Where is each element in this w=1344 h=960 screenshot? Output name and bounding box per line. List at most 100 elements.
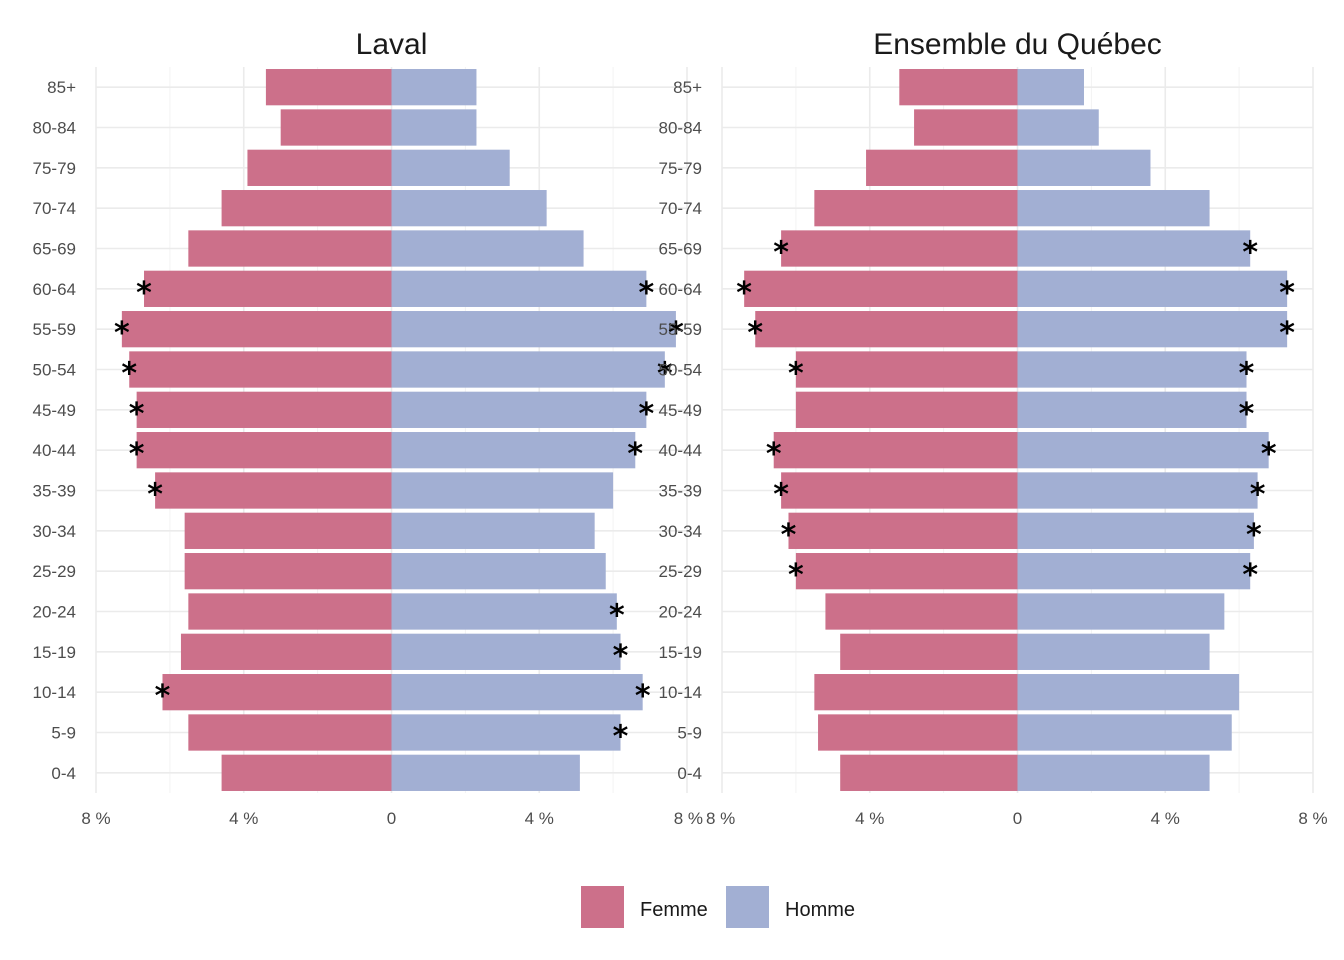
bar-homme-65-69 [391,230,584,267]
bar-femme-25-29 [795,553,1018,590]
significance-marker-homme: * [1279,276,1295,311]
y-tick-label: 20-24 [33,603,76,622]
bar-homme-80-84 [391,109,477,146]
significance-marker-homme: * [613,720,629,755]
panel-title: Laval [356,28,428,61]
y-tick-label: 55-59 [659,320,702,339]
bar-femme-30-34 [788,512,1018,549]
legend-key-homme [726,886,769,928]
bar-femme-40-44 [773,432,1018,469]
y-tick-label: 30-34 [659,522,702,541]
x-tick-label: 4 % [1151,809,1180,828]
significance-marker-homme: * [657,357,673,392]
bar-femme-20-24 [188,593,392,630]
bar-femme-45-49 [795,391,1018,428]
bar-femme-60-64 [744,270,1018,307]
y-tick-label: 10-14 [33,683,76,702]
bar-homme-80-84 [1017,109,1099,146]
bar-homme-60-64 [1017,270,1288,307]
y-tick-label: 85+ [47,78,76,97]
bar-homme-55-59 [391,311,676,348]
bar-homme-20-24 [1017,593,1225,630]
significance-marker-homme: * [1250,478,1266,513]
bar-femme-65-69 [781,230,1018,267]
bar-homme-0-4 [1017,754,1210,791]
x-tick-label: 4 % [525,809,554,828]
y-tick-label: 25-29 [659,562,702,581]
bar-femme-75-79 [866,149,1018,186]
y-tick-label: 40-44 [33,441,76,460]
y-tick-label: 35-39 [33,482,76,501]
bar-homme-30-34 [1017,512,1254,549]
x-tick-label: 8 % [81,809,110,828]
significance-marker-femme: * [114,316,130,351]
bar-femme-0-4 [221,754,392,791]
legend: Femme Homme [581,886,855,928]
bar-femme-5-9 [818,714,1018,751]
bar-homme-50-54 [1017,351,1247,388]
x-tick-label: 8 % [674,809,703,828]
significance-marker-femme: * [773,236,789,271]
x-tick-label: 0 [387,809,396,828]
x-tick-label: 0 [1013,809,1022,828]
significance-marker-homme: * [639,397,655,432]
bar-homme-20-24 [391,593,617,630]
bar-homme-85+ [391,69,477,106]
y-tick-label: 70-74 [33,199,76,218]
y-tick-label: 75-79 [659,159,702,178]
bar-homme-5-9 [391,714,621,751]
bar-femme-85+ [265,69,392,106]
significance-marker-femme: * [129,437,145,472]
bar-femme-5-9 [188,714,392,751]
y-tick-label: 45-49 [659,401,702,420]
y-tick-label: 80-84 [659,119,702,138]
bar-femme-35-39 [781,472,1018,509]
bar-homme-70-74 [391,190,547,227]
bar-femme-50-54 [795,351,1018,388]
y-tick-label: 60-64 [659,280,702,299]
bar-homme-35-39 [391,472,614,509]
bar-homme-75-79 [391,149,510,186]
bar-homme-60-64 [391,270,647,307]
y-tick-label: 70-74 [659,199,702,218]
significance-marker-homme: * [1239,397,1255,432]
panel-ensemble-du-quebec: Ensemble du Québec* ** ** ** *** ** ** ** *0-45-… [659,28,1328,828]
y-tick-label: 65-69 [33,240,76,259]
legend-key-femme [581,886,624,928]
y-tick-label: 75-79 [33,159,76,178]
bar-homme-0-4 [391,754,580,791]
significance-marker-femme: * [788,558,804,593]
y-tick-label: 20-24 [659,603,702,622]
y-tick-label: 40-44 [659,441,702,460]
bar-femme-80-84 [280,109,392,146]
significance-marker-femme: * [147,478,163,513]
bar-femme-50-54 [129,351,392,388]
bar-homme-50-54 [391,351,665,388]
bar-homme-70-74 [1017,190,1210,227]
bar-femme-0-4 [840,754,1018,791]
bar-femme-65-69 [188,230,392,267]
x-tick-label: 8 % [706,809,735,828]
panel-title: Ensemble du Québec [873,28,1162,61]
bar-femme-45-49 [136,391,392,428]
bar-femme-60-64 [144,270,392,307]
bar-femme-10-14 [162,674,392,711]
bar-homme-25-29 [1017,553,1251,590]
significance-marker-homme: * [1242,236,1258,271]
bar-homme-45-49 [391,391,647,428]
y-tick-label: 65-69 [659,240,702,259]
bar-homme-25-29 [391,553,606,590]
bar-femme-85+ [899,69,1018,106]
significance-marker-femme: * [766,437,782,472]
bar-homme-65-69 [1017,230,1251,267]
bar-homme-40-44 [1017,432,1269,469]
bar-homme-35-39 [1017,472,1258,509]
y-tick-label: 80-84 [33,119,76,138]
significance-marker-homme: * [668,316,684,351]
y-tick-label: 85+ [673,78,702,97]
y-tick-label: 15-19 [659,643,702,662]
significance-marker-homme: * [627,437,643,472]
bar-femme-25-29 [184,553,392,590]
bar-homme-30-34 [391,512,595,549]
significance-marker-homme: * [1246,518,1262,553]
